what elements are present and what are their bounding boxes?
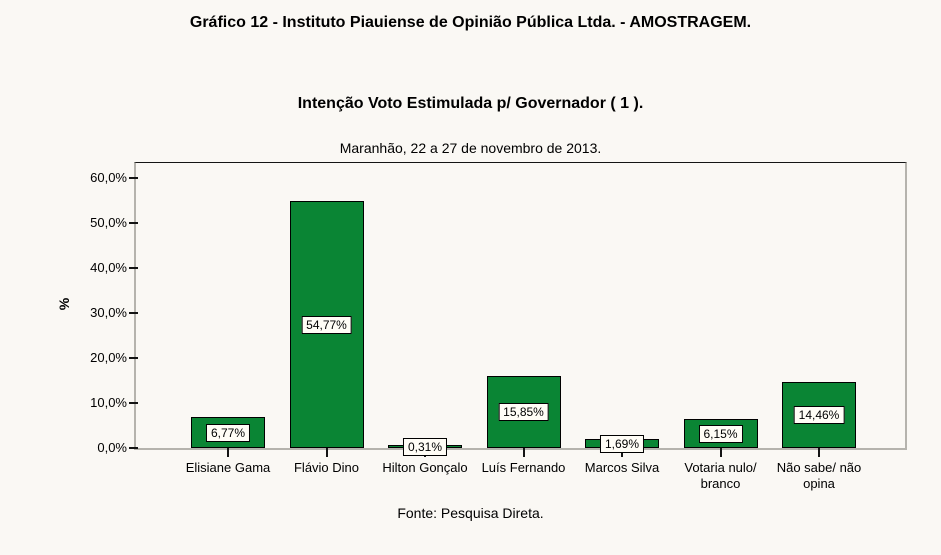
bar (191, 417, 265, 448)
y-axis-tick (129, 177, 138, 179)
category-label: Não sabe/ não opina (776, 460, 862, 491)
y-axis-tick (129, 357, 138, 359)
bar-value-label: 15,85% (498, 403, 549, 422)
y-axis-tick-label: 10,0% (90, 395, 127, 410)
y-axis-tick (129, 402, 138, 404)
bar-value-label: 14,46% (793, 406, 845, 425)
category-label: Elisiane Gama (185, 460, 271, 475)
category-label: Flávio Dino (293, 460, 360, 475)
x-axis-tick (522, 448, 525, 457)
chart-subtitle: Intenção Voto Estimulada p/ Governador (… (297, 95, 644, 112)
chart-title: Gráfico 12 - Instituto Piauiense de Opin… (189, 14, 752, 31)
chart-dateline: Maranhão, 22 a 27 de novembro de 2013. (339, 140, 602, 156)
x-axis-tick (227, 448, 229, 457)
y-axis-tick (129, 447, 138, 449)
bar-value-label: 6,77% (205, 423, 251, 442)
source-note: Fonte: Pesquisa Direta. (397, 505, 544, 521)
bar-value-label: 54,77% (301, 315, 352, 334)
category-label: Luís Fernando (481, 460, 566, 475)
plot-area: 0,0% 10,0% 20,0% 30,0% 40,0% 50,0% 60,0% Elisia… (90, 162, 907, 491)
y-axis-tick (129, 267, 138, 269)
y-axis-title: % (56, 297, 73, 311)
bar-value-label: 1,69% (599, 435, 645, 454)
bar-value-label: 6,15% (698, 425, 743, 444)
x-axis-tick (818, 448, 820, 457)
category-label: Votaria nulo/ branco (684, 460, 757, 491)
y-axis-tick-label: 50,0% (90, 215, 127, 230)
category-label: Hilton Gonçalo (382, 460, 468, 475)
bar-value-label: 0,31% (402, 438, 448, 457)
y-axis-tick-label: 30,0% (90, 305, 127, 320)
y-axis-tick (129, 312, 138, 314)
y-axis-tick-label: 0,0% (97, 440, 127, 455)
y-axis-tick-label: 60,0% (90, 170, 127, 185)
y-axis-tick (129, 222, 138, 224)
category-label: Marcos Silva (584, 460, 660, 475)
x-axis-tick (325, 448, 328, 457)
y-axis-tick-label: 40,0% (90, 260, 127, 275)
x-axis-tick (719, 448, 722, 457)
y-axis-tick-label: 20,0% (90, 350, 127, 365)
